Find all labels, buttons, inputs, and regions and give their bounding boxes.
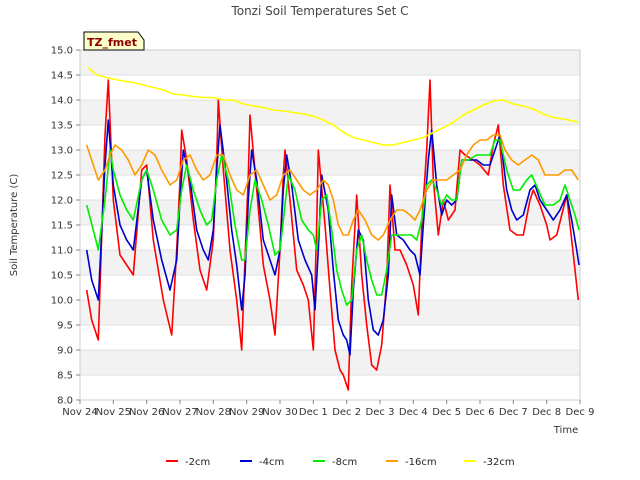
y-tick-label: 14.0 <box>51 96 73 107</box>
legend-label: -4cm <box>259 457 284 468</box>
x-tick-label: Dec 1 <box>299 407 328 418</box>
y-tick-label: 11.5 <box>51 221 73 232</box>
series-line-minus-8cm <box>85 139 580 306</box>
legend: -2cm -4cm -8cm -16cm -32cm <box>166 457 515 468</box>
tz-tag: TZ_fmet <box>83 31 145 51</box>
series-line-minus-2cm <box>85 79 580 391</box>
plot-band <box>80 50 580 75</box>
x-tick-label: Dec 3 <box>366 407 395 418</box>
x-tick-label: Nov 27 <box>162 407 197 418</box>
x-tick-label: Nov 28 <box>196 407 231 418</box>
plot-band <box>80 350 580 375</box>
x-tick-label: Dec 8 <box>532 407 561 418</box>
series-line-minus-4cm <box>85 119 580 356</box>
x-tick-label: Dec 2 <box>332 407 361 418</box>
y-tick-label: 12.5 <box>51 171 73 182</box>
legend-label: -16cm <box>405 457 437 468</box>
y-tick-label: 13.5 <box>51 121 73 132</box>
x-tick-label: Nov 29 <box>229 407 264 418</box>
x-axis-title: Time <box>553 425 578 436</box>
plot-band <box>80 325 580 350</box>
y-tick-label: 13.0 <box>51 146 73 157</box>
y-tick-label: 10.0 <box>51 296 73 307</box>
y-tick-label: 15.0 <box>51 46 73 57</box>
x-tick-label: Nov 24 <box>62 407 97 418</box>
tag-label: TZ_fmet <box>87 36 137 49</box>
plot-band <box>80 125 580 150</box>
plot-band <box>80 100 580 125</box>
legend-label: -8cm <box>332 457 357 468</box>
x-tick-label: Dec 7 <box>499 407 528 418</box>
series-lines <box>85 66 580 391</box>
series-line-minus-32cm <box>87 66 579 146</box>
y-tick-label: 9.5 <box>57 321 73 332</box>
series-line-minus-16cm <box>85 134 579 241</box>
x-tick-label: Dec 6 <box>466 407 495 418</box>
tag-box <box>83 31 145 51</box>
y-axis: 8.0 8.5 9.0 9.5 10.0 10.5 11.0 11.5 12.0 12.5 13.0… <box>51 46 80 407</box>
y-axis-title: Soil Temperature (C) <box>9 174 20 277</box>
x-tick-label: Dec 5 <box>432 407 461 418</box>
plot-band <box>80 300 580 325</box>
plot-band <box>80 75 580 100</box>
x-tick-label: Nov 30 <box>262 407 297 418</box>
chart-title: Tonzi Soil Temperatures Set C <box>230 4 408 18</box>
legend-label: -2cm <box>185 457 210 468</box>
x-tick-label: Dec 9 <box>566 407 595 418</box>
y-tick-label: 8.5 <box>57 371 73 382</box>
plot-band <box>80 175 580 200</box>
y-tick-label: 9.0 <box>57 346 73 357</box>
y-tick-label: 14.5 <box>51 71 73 82</box>
x-tick-label: Nov 26 <box>129 407 164 418</box>
plot-band <box>80 150 580 175</box>
y-tick-label: 12.0 <box>51 196 73 207</box>
legend-label: -32cm <box>483 457 515 468</box>
x-tick-label: Dec 4 <box>399 407 428 418</box>
plot-band <box>80 375 580 400</box>
x-tick-label: Nov 25 <box>96 407 131 418</box>
y-tick-label: 8.0 <box>57 396 73 407</box>
plot-band <box>80 250 580 275</box>
y-tick-label: 11.0 <box>51 246 73 257</box>
y-tick-label: 10.5 <box>51 271 73 282</box>
